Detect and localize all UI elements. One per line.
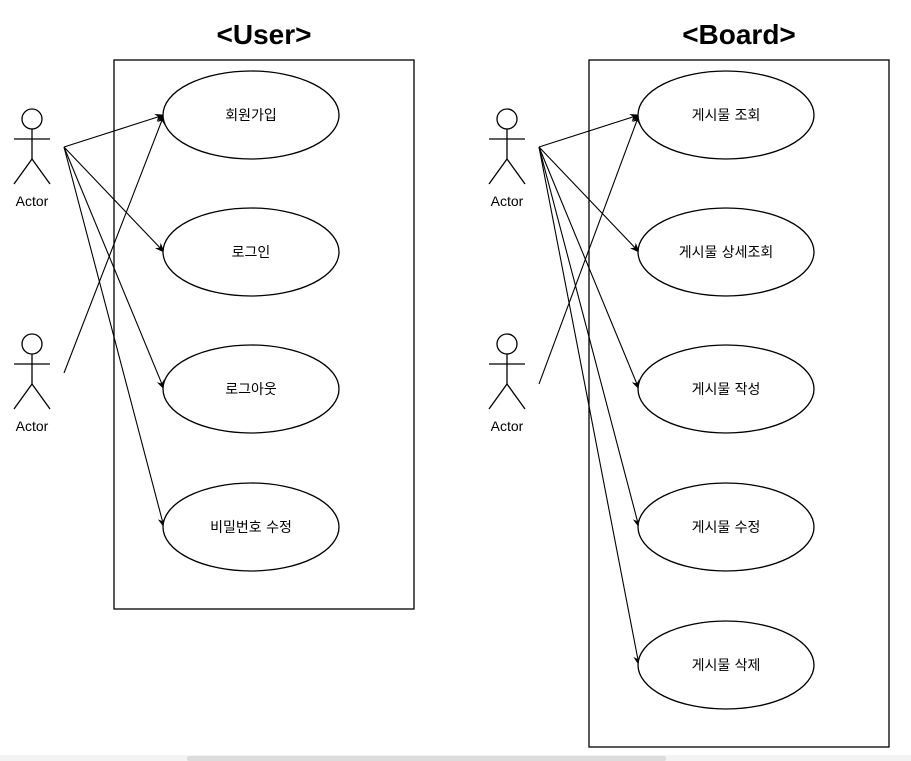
actor-leg-icon	[31, 158, 51, 185]
use-case-pw-change[interactable]: 비밀번호 수정	[162, 482, 340, 572]
use-case-login[interactable]: 로그인	[162, 207, 340, 297]
association-arrow-user-actor-1-to-login	[63, 146, 165, 253]
use-case-ellipse	[162, 482, 340, 572]
association-arrow-board-actor-1-to-post-delete	[538, 146, 642, 666]
actor-leg-icon	[13, 383, 33, 410]
board-system-title: <Board>	[682, 19, 796, 50]
association-arrow-board-actor-1-to-post-detail	[538, 146, 640, 253]
actor-head-icon	[496, 333, 518, 355]
use-case-label: 게시물 수정	[692, 520, 761, 536]
use-case-signup[interactable]: 회원가입	[162, 70, 340, 160]
use-case-label: 비밀번호 수정	[210, 520, 292, 536]
actor-leg-icon	[506, 383, 526, 410]
association-arrow-user-actor-1-to-signup	[63, 113, 165, 148]
actor-leg-icon	[488, 158, 508, 185]
association-arrow-user-actor-1-to-pw-change	[63, 146, 166, 528]
actor-head-icon	[496, 108, 518, 130]
use-case-ellipse	[637, 344, 815, 434]
use-case-post-list[interactable]: 게시물 조회	[637, 70, 815, 160]
association-lines	[63, 113, 642, 666]
actor-head-icon	[21, 108, 43, 130]
association-arrow-board-actor-1-to-post-edit	[538, 146, 641, 528]
actor-leg-icon	[506, 158, 526, 185]
use-case-ellipse	[162, 344, 340, 434]
actor-user-1[interactable]: Actor	[13, 108, 51, 209]
use-case-ellipse	[162, 207, 340, 297]
use-case-ellipse	[637, 620, 815, 710]
user-system-title: <User>	[217, 19, 312, 50]
actor-leg-icon	[13, 158, 33, 185]
use-case-label: 게시물 삭제	[692, 658, 761, 674]
actor-label: Actor	[16, 193, 49, 209]
horizontal-scrollbar-thumb[interactable]	[187, 756, 666, 761]
use-case-label: 회원가입	[225, 108, 277, 124]
actor-board-1[interactable]: Actor	[488, 108, 526, 209]
association-arrow-board-actor-1-to-post-list	[538, 113, 640, 148]
use-case-label: 게시물 상세조회	[679, 245, 774, 261]
user-system-boundary	[113, 59, 415, 610]
actor-leg-icon	[488, 383, 508, 410]
use-case-ellipse	[637, 70, 815, 160]
association-arrow-user-actor-1-to-logout	[63, 146, 165, 390]
use-case-ellipse	[637, 482, 815, 572]
actor-leg-icon	[31, 383, 51, 410]
use-case-logout[interactable]: 로그아웃	[162, 344, 340, 434]
use-case-label: 로그아웃	[225, 382, 277, 398]
actor-head-icon	[21, 333, 43, 355]
actor-user-2[interactable]: Actor	[13, 333, 51, 434]
use-case-post-edit[interactable]: 게시물 수정	[637, 482, 815, 572]
actor-board-2[interactable]: Actor	[488, 333, 526, 434]
use-case-label: 게시물 조회	[692, 108, 761, 124]
use-case-ellipse	[162, 70, 340, 160]
association-arrow-board-actor-1-to-post-write	[538, 146, 640, 390]
use-case-ellipse	[637, 207, 815, 297]
use-case-post-delete[interactable]: 게시물 삭제	[637, 620, 815, 710]
actor-label: Actor	[16, 418, 49, 434]
use-case-post-detail[interactable]: 게시물 상세조회	[637, 207, 815, 297]
actor-label: Actor	[491, 193, 524, 209]
association-arrow-board-actor-2-to-post-list	[538, 114, 640, 385]
association-arrow-user-actor-2-to-signup	[63, 114, 165, 374]
use-case-label: 로그인	[232, 245, 271, 261]
use-case-post-write[interactable]: 게시물 작성	[637, 344, 815, 434]
actor-label: Actor	[491, 418, 524, 434]
use-case-label: 게시물 작성	[692, 382, 761, 398]
